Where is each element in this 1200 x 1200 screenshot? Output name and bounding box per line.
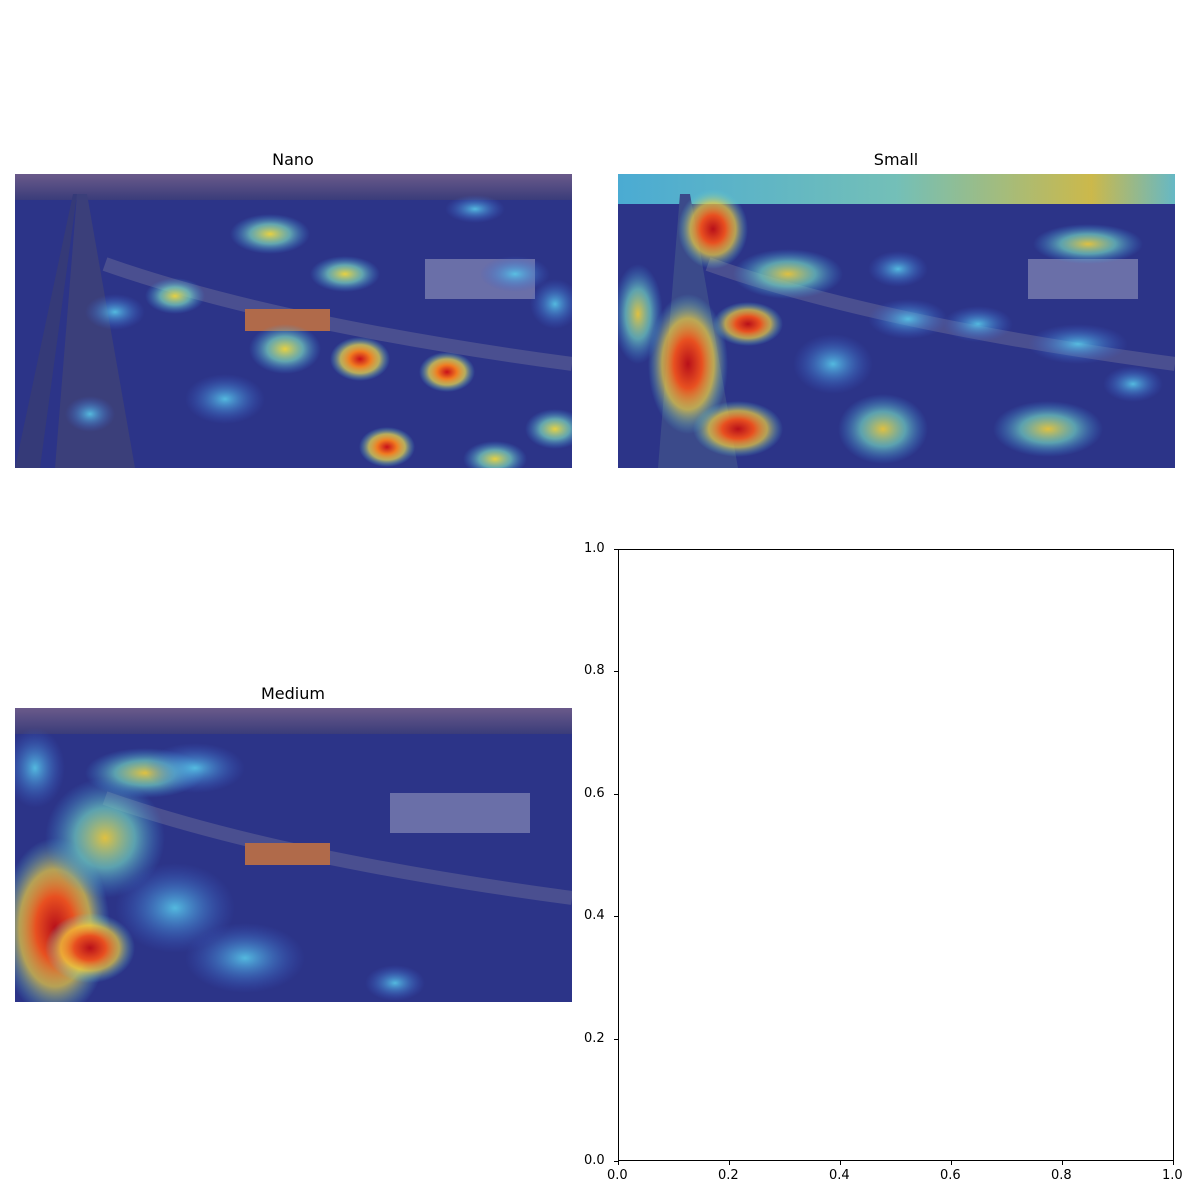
y-tick-label: 0.8 [584,663,605,679]
panel-title-small: Small [873,150,919,169]
empty-axes [618,549,1174,1161]
heatmap-medium [15,708,572,1002]
panel-title-nano: Nano [272,150,314,169]
x-tick-mark [729,1161,730,1165]
x-tick-mark [951,1161,952,1165]
x-tick-mark [840,1161,841,1165]
x-tick-label: 0.4 [829,1168,850,1183]
y-tick-label: 0.2 [584,1030,605,1046]
panel-title-medium: Medium [261,684,325,703]
x-tick-mark [1173,1161,1174,1165]
x-tick-label: 0.6 [940,1168,961,1183]
x-tick-mark [1062,1161,1063,1165]
x-tick-label: 0.8 [1051,1168,1072,1183]
y-tick-label: 1.0 [584,541,605,556]
x-tick-label: 0.0 [607,1168,628,1183]
y-tick-label: 0.0 [584,1153,605,1168]
y-tick-label: 0.6 [584,785,605,801]
y-tick-label: 0.4 [584,908,605,924]
x-tick-label: 1.0 [1162,1168,1183,1183]
y-tick-mark [614,793,618,795]
y-tick-mark [614,916,618,918]
heatmap-small [618,174,1175,468]
y-tick-mark [614,671,618,673]
heatmap-nano [15,174,572,468]
x-tick-mark [618,1161,619,1165]
y-tick-mark [614,1038,618,1040]
y-tick-mark [614,549,618,550]
x-tick-label: 0.2 [718,1168,739,1183]
y-tick-mark [614,1161,618,1162]
